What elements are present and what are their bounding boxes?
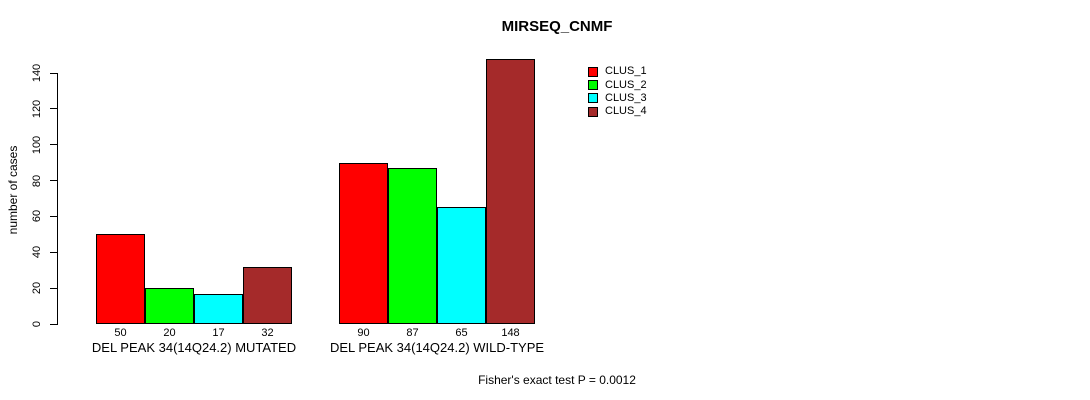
y-tick-mark	[50, 251, 57, 253]
legend-item-clus_1: CLUS_1	[588, 65, 647, 78]
bar-value-label: 32	[261, 327, 274, 339]
category-label-mutated: DEL PEAK 34(14Q24.2) MUTATED	[91, 340, 297, 355]
y-tick-label: 60	[31, 210, 43, 223]
legend-item-clus_4: CLUS_4	[588, 105, 647, 118]
bar-clus_1-group2	[339, 162, 388, 324]
chart-title: MIRSEQ_CNMF	[501, 18, 613, 35]
y-tick-label: 20	[31, 282, 43, 295]
legend-item-clus_2: CLUS_2	[588, 78, 647, 91]
legend-swatch-icon	[588, 106, 598, 117]
y-tick-mark	[50, 215, 57, 217]
legend-swatch-icon	[588, 93, 598, 104]
legend-swatch-icon	[588, 66, 598, 77]
bar-value-label: 20	[163, 327, 176, 339]
bar-value-label: 65	[455, 327, 468, 339]
legend-label: CLUS_1	[605, 65, 647, 78]
y-tick-mark	[50, 180, 57, 182]
bar-value-label: 17	[212, 327, 225, 339]
legend-label: CLUS_4	[605, 105, 647, 118]
category-label-wild-type: DEL PEAK 34(14Q24.2) WILD-TYPE	[329, 340, 545, 355]
y-tick-label: 140	[31, 63, 43, 83]
y-tick-mark	[50, 72, 57, 74]
y-axis-label: number of cases	[6, 145, 20, 235]
y-tick-mark	[50, 144, 57, 146]
legend: CLUS_1 CLUS_2 CLUS_3 CLUS_4	[588, 65, 647, 119]
bar-value-label: 87	[406, 327, 419, 339]
legend-swatch-icon	[588, 80, 598, 91]
legend-label: CLUS_3	[605, 91, 647, 104]
legend-item-clus_3: CLUS_3	[588, 92, 647, 105]
bar-clus_4-group1	[243, 266, 292, 324]
fisher-test-annotation: Fisher's exact test P = 0.0012	[478, 373, 636, 387]
bar-value-label: 50	[114, 327, 127, 339]
bar-clus_1-group1	[96, 234, 145, 324]
y-tick-label: 40	[31, 246, 43, 259]
y-tick-mark	[50, 287, 57, 289]
bar-value-label: 148	[501, 327, 520, 339]
bar-clus_2-group1	[145, 288, 194, 324]
bar-value-label: 90	[357, 327, 370, 339]
bar-clus_3-group1	[194, 293, 243, 324]
y-tick-label: 80	[31, 174, 43, 187]
bar-clus_4-group2	[486, 58, 535, 324]
y-tick-label: 0	[31, 320, 43, 328]
y-tick-mark	[50, 323, 57, 325]
y-axis-line	[57, 73, 58, 325]
y-tick-label: 100	[31, 135, 43, 154]
bar-clus_3-group2	[437, 207, 486, 324]
legend-label: CLUS_2	[605, 78, 647, 91]
bar-clus_2-group2	[388, 168, 437, 324]
y-tick-label: 120	[31, 99, 43, 119]
y-tick-mark	[50, 108, 57, 110]
